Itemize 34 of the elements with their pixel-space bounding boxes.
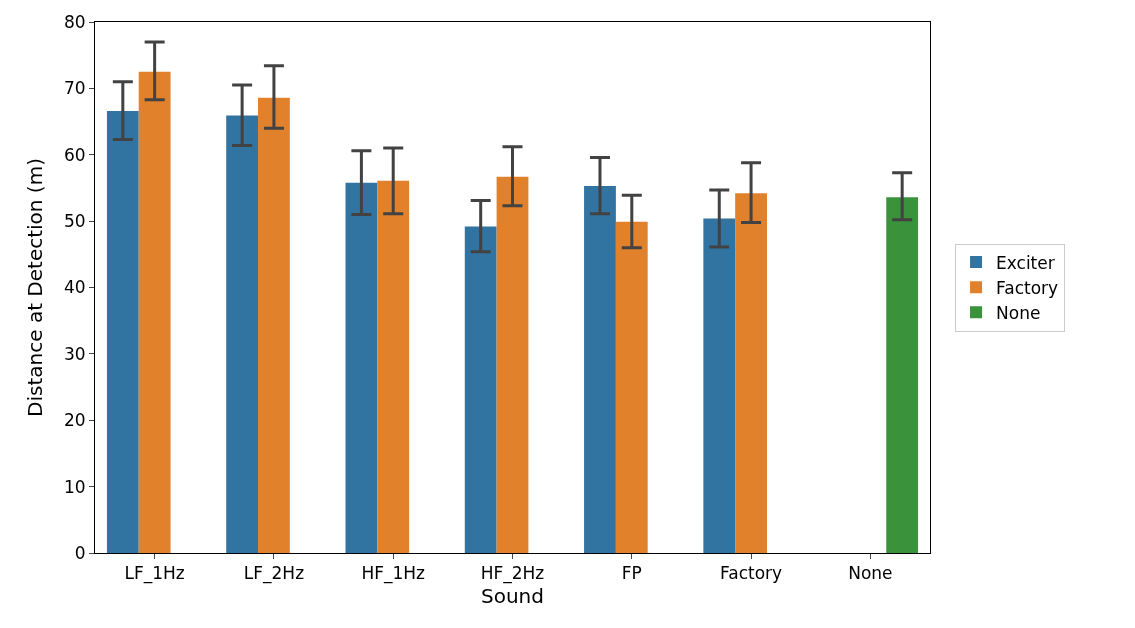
bar (377, 180, 410, 553)
x-tick-label: FP (621, 563, 642, 584)
y-tick-label: 60 (63, 144, 86, 165)
x-tick-label: HF_1Hz (361, 563, 426, 585)
x-tick-label: HF_2Hz (480, 563, 545, 585)
y-tick-label: 80 (63, 11, 86, 32)
x-axis-title: Sound (481, 584, 544, 609)
bar (106, 110, 139, 553)
y-tick-label: 20 (63, 410, 86, 431)
y-tick-label: 40 (63, 277, 86, 298)
bar (584, 185, 616, 553)
bar (226, 115, 259, 553)
x-tick-label: Factory (720, 563, 783, 584)
bar (138, 71, 171, 553)
legend-label: Exciter (996, 252, 1055, 273)
x-tick-label: LF_2Hz (243, 563, 305, 585)
bar (735, 193, 767, 553)
y-tick-label: 10 (63, 476, 86, 497)
y-tick-label: 70 (63, 78, 86, 99)
legend-label: None (996, 302, 1041, 323)
y-tick-label: 0 (74, 542, 86, 563)
legend-label: Factory (996, 277, 1059, 298)
bar (345, 182, 378, 553)
y-tick-label: 30 (63, 343, 86, 364)
bar (703, 218, 736, 553)
x-tick-label: LF_1Hz (124, 563, 185, 585)
bar (464, 226, 497, 553)
bar (258, 97, 290, 553)
bar (615, 221, 648, 553)
y-axis-title: Distance at Detection (m) (23, 158, 48, 417)
bar (496, 176, 529, 553)
bar (886, 197, 919, 553)
y-tick-label: 50 (63, 211, 86, 232)
x-tick-label: None (848, 563, 893, 584)
